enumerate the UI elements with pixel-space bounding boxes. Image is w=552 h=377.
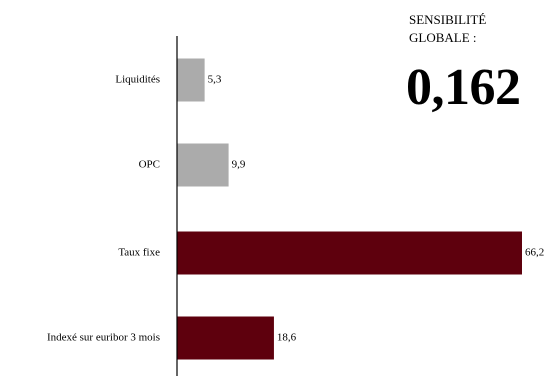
bar-2 bbox=[177, 231, 522, 275]
value-label-2: 66,2 bbox=[525, 247, 544, 259]
category-label-2: Taux fixe bbox=[118, 247, 160, 259]
bar-3 bbox=[177, 316, 274, 360]
value-label-1: 9,9 bbox=[232, 159, 246, 171]
category-label-0: Liquidités bbox=[115, 74, 160, 86]
value-label-0: 5,3 bbox=[208, 74, 222, 86]
bar-0 bbox=[177, 58, 205, 102]
bar-1 bbox=[177, 143, 229, 187]
value-label-3: 18,6 bbox=[277, 332, 297, 344]
sensitivity-title-line1: SENSIBILITÉ bbox=[409, 12, 487, 27]
category-label-1: OPC bbox=[139, 159, 160, 171]
category-label-3: Indexé sur euribor 3 mois bbox=[47, 332, 160, 344]
sensitivity-title: SENSIBILITÉ GLOBALE : bbox=[409, 11, 486, 47]
sensitivity-title-line2: GLOBALE : bbox=[409, 30, 477, 45]
sensitivity-value: 0,162 bbox=[406, 59, 521, 116]
